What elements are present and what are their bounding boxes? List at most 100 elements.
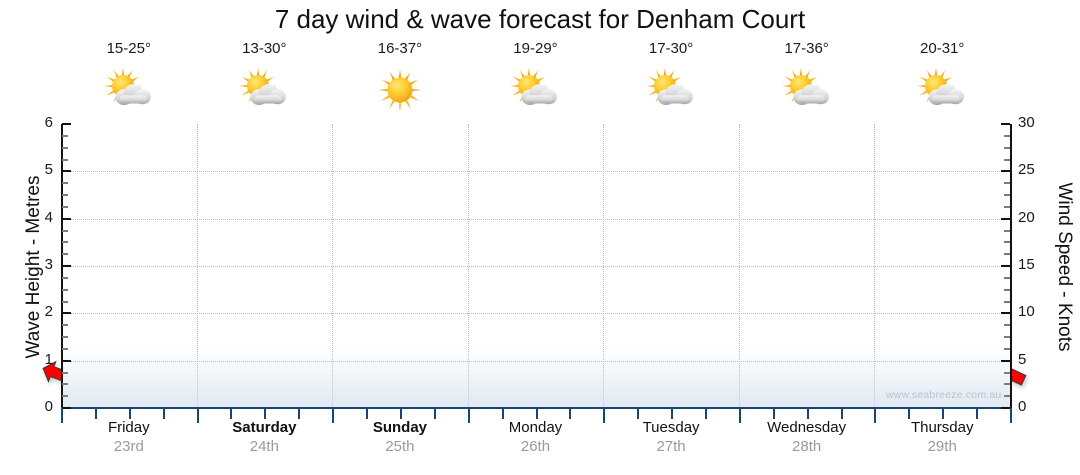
left-axis-label-2: 2	[44, 303, 53, 321]
gridline-horizontal-5	[61, 171, 1010, 173]
left-tick-3.25	[62, 253, 68, 256]
right-axis-label-30: 30	[1018, 114, 1035, 131]
x-tick-18	[671, 408, 674, 419]
right-tick-11.25	[1004, 300, 1010, 303]
gridline-vertical-day-4	[603, 124, 605, 408]
sun-behind-cloud-icon	[646, 67, 694, 106]
x-tick-19	[704, 408, 707, 419]
day-temperature-range: 17-36°	[784, 40, 829, 57]
x-tick-11	[433, 408, 436, 419]
left-axis-label-6: 6	[44, 114, 53, 131]
gridline-vertical-day-6	[874, 124, 876, 408]
day-name: Monday	[508, 419, 563, 436]
left-tick-5.5	[62, 146, 68, 149]
right-axis-line	[1010, 124, 1012, 409]
right-tick-12.5	[1004, 288, 1010, 291]
x-tick-14	[535, 408, 538, 419]
left-tick-2.25	[62, 300, 68, 303]
x-tick-10	[399, 408, 402, 419]
x-tick-3	[162, 408, 165, 419]
x-tick-17	[637, 408, 640, 419]
right-tick-5	[1001, 359, 1010, 362]
day-temperature-range: 19-29°	[513, 40, 558, 57]
page-title: 7 day wind & wave forecast for Denham Co…	[274, 4, 806, 34]
day-footer-saturday: Saturday 24th	[197, 418, 333, 456]
right-tick-26.25	[1004, 158, 1010, 161]
right-tick-0	[1001, 407, 1010, 409]
left-tick-2	[62, 312, 71, 315]
left-tick-6	[62, 123, 71, 125]
x-tick-2	[128, 408, 131, 419]
right-tick-18.75	[1004, 229, 1010, 232]
left-tick-5.75	[62, 134, 68, 137]
day-date: 29th	[927, 438, 957, 455]
left-tick-0.25	[62, 395, 68, 398]
day-header-saturday: 13-30°	[197, 38, 333, 124]
day-footer-friday: Friday 23rd	[61, 418, 197, 456]
x-tick-15	[569, 408, 572, 419]
x-tick-8	[332, 408, 335, 423]
day-footer-thursday: Thursday 29th	[874, 418, 1010, 456]
left-tick-0.75	[62, 371, 68, 374]
day-header-wednesday: 17-36°	[739, 38, 875, 124]
x-tick-13	[501, 408, 504, 419]
right-axis-label-10: 10	[1018, 303, 1035, 321]
watermark: www.seabreeze.com.au	[886, 389, 1002, 401]
left-tick-1.25	[62, 347, 68, 350]
left-tick-2.5	[62, 288, 68, 291]
x-tick-12	[467, 408, 470, 423]
x-tick-22	[806, 408, 809, 419]
sun-behind-cloud-icon	[781, 67, 829, 106]
day-name: Saturday	[232, 419, 297, 436]
right-tick-23.75	[1004, 182, 1010, 185]
x-tick-23	[840, 408, 843, 419]
day-footer-tuesday: Tuesday 27th	[603, 418, 739, 456]
x-tick-5	[230, 408, 233, 419]
x-tick-21	[772, 408, 775, 419]
right-tick-1.25	[1004, 395, 1010, 398]
left-axis-label-3: 3	[44, 256, 53, 273]
day-temperature-range: 20-31°	[920, 40, 965, 57]
x-tick-4	[196, 408, 199, 423]
right-tick-15	[1001, 265, 1010, 267]
day-name: Sunday	[372, 419, 428, 436]
day-date: 27th	[656, 438, 686, 455]
right-tick-17.5	[1004, 241, 1010, 244]
left-tick-3	[62, 265, 71, 267]
day-name: Friday	[107, 419, 150, 436]
left-axis-label-1: 1	[44, 350, 53, 368]
left-axis-label-5: 5	[44, 161, 53, 179]
gridline-vertical-day-5	[738, 124, 740, 408]
left-axis-label-0: 0	[44, 398, 53, 415]
right-axis-label-15: 15	[1018, 256, 1035, 273]
day-date: 25th	[385, 438, 415, 455]
right-axis-label-25: 25	[1018, 161, 1035, 179]
day-date: 24th	[249, 438, 279, 455]
left-axis-label-4: 4	[44, 208, 53, 226]
day-header-monday: 19-29°	[468, 38, 604, 124]
day-date: 26th	[520, 438, 551, 455]
left-tick-4.75	[62, 182, 68, 185]
x-tick-24	[874, 408, 877, 423]
day-temperature-range: 17-30°	[648, 40, 694, 57]
x-tick-27	[976, 408, 979, 419]
sun-behind-cloud-icon	[103, 67, 151, 106]
right-tick-28.75	[1004, 134, 1010, 137]
right-tick-8.75	[1004, 324, 1010, 327]
day-header-friday: 15-25°	[61, 38, 197, 124]
left-tick-5	[62, 170, 71, 173]
right-tick-2.5	[1004, 383, 1010, 386]
x-tick-25	[908, 408, 911, 419]
left-tick-4.25	[62, 205, 68, 208]
right-axis-label-20: 20	[1018, 208, 1035, 226]
x-tick-16	[603, 408, 606, 423]
day-name: Tuesday	[642, 419, 700, 436]
day-temperature-range: 16-37°	[377, 40, 423, 57]
plot-area	[42, 124, 1027, 408]
right-tick-22.5	[1004, 194, 1010, 196]
right-tick-27.5	[1004, 146, 1010, 149]
left-tick-5.25	[62, 158, 68, 161]
left-axis-title: Wave Height - Metres	[23, 175, 44, 359]
gridline-horizontal-2	[61, 313, 1010, 315]
